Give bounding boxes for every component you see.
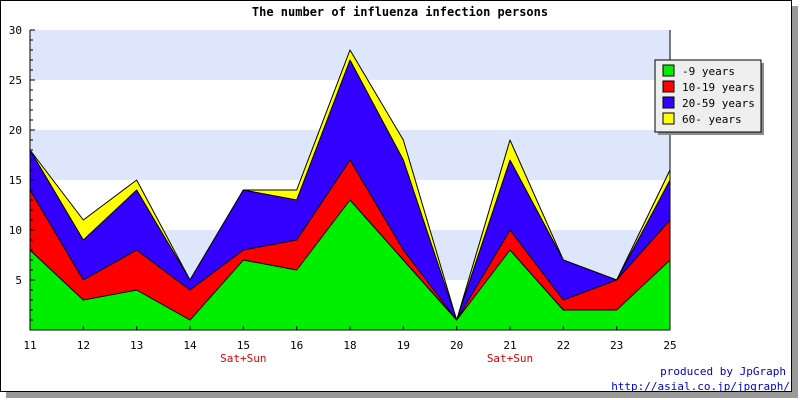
x-tick-label: 15 xyxy=(237,339,250,352)
axes: 5 10 15 20 25 30 11 12 13 14 15 16 18 19 20 21 22 23 25 Sat… xyxy=(9,24,677,365)
x-tick-label: 13 xyxy=(130,339,143,352)
x-tick-label: 14 xyxy=(183,339,197,352)
y-tick-label: 30 xyxy=(9,24,22,37)
legend-swatch-60-years xyxy=(662,112,675,125)
y-tick-label: 10 xyxy=(9,224,22,237)
credit-line-1: produced by JpGraph xyxy=(660,365,786,378)
x-note-label: Sat+Sun xyxy=(487,352,533,365)
legend-swatch-9-years xyxy=(662,64,675,77)
legend-swatch-20-59-years xyxy=(662,96,675,109)
series-areas xyxy=(29,49,671,331)
legend-label-60-years: 60- years xyxy=(682,113,742,126)
x-tick-label: 12 xyxy=(77,339,90,352)
x-note-label: Sat+Sun xyxy=(220,352,266,365)
y-tick-label: 20 xyxy=(9,124,22,137)
x-tick-label: 22 xyxy=(557,339,570,352)
y-tick-label: 25 xyxy=(9,74,22,87)
legend-label-9-years: -9 years xyxy=(682,65,735,78)
chart-title: The number of influenza infection person… xyxy=(252,5,548,19)
x-tick-label: 16 xyxy=(290,339,303,352)
legend-label-20-59-years: 20-59 years xyxy=(682,97,755,110)
x-tick-label: 20 xyxy=(450,339,463,352)
legend-swatch-10-19-years xyxy=(662,80,675,93)
credit-line-2[interactable]: http://asial.co.jp/jpgraph/ xyxy=(611,380,790,393)
frame-shadow-right xyxy=(792,6,798,398)
x-tick-label: 21 xyxy=(503,339,516,352)
y-tick-label: 15 xyxy=(9,174,22,187)
x-tick-label: 25 xyxy=(663,339,676,352)
y-tick-label: 5 xyxy=(15,274,22,287)
x-tick-label: 19 xyxy=(397,339,410,352)
x-tick-label: 18 xyxy=(343,339,356,352)
legend-label-10-19-years: 10-19 years xyxy=(682,81,755,94)
x-tick-label: 23 xyxy=(610,339,623,352)
series-area-9-years xyxy=(29,199,671,331)
frame-shadow-bottom xyxy=(6,392,798,398)
x-tick-label: 11 xyxy=(23,339,36,352)
legend: -9 years 10-19 years 20-59 years 60- years xyxy=(654,59,764,135)
